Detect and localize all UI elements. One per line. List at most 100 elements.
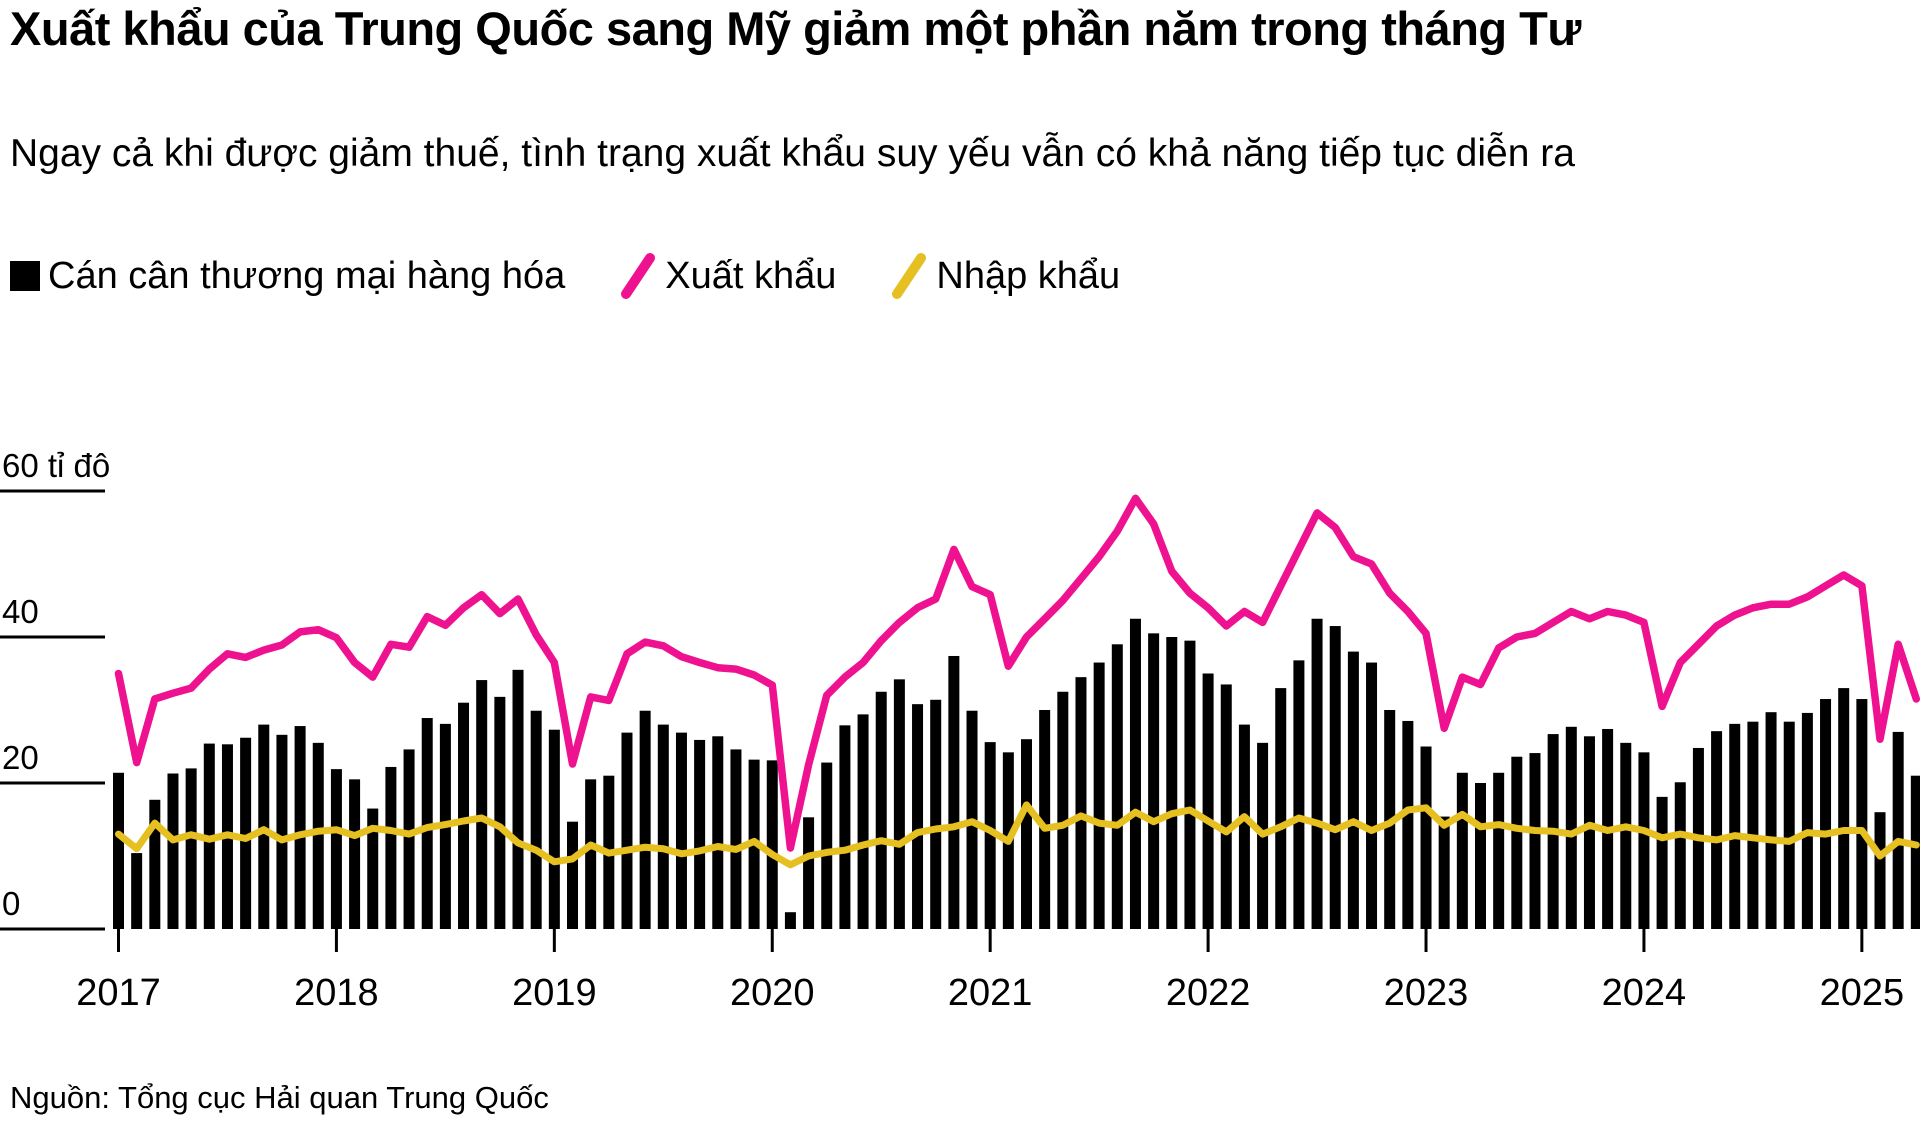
trade-balance-bar (1184, 640, 1196, 929)
trade-balance-bar (113, 772, 124, 929)
trade-balance-bar (1892, 731, 1904, 929)
trade-balance-bar (330, 769, 342, 929)
trade-balance-bar (875, 691, 887, 929)
trade-balance-bar (1093, 662, 1105, 929)
y-axis-tick-label: 60 tỉ đô (2, 447, 110, 484)
trade-balance-bar (276, 734, 288, 929)
trade-balance-bar (367, 808, 379, 929)
trade-balance-bar (1311, 618, 1323, 929)
trade-balance-bar (675, 732, 687, 929)
trade-balance-bar (312, 742, 324, 929)
trade-balance-bar (1438, 816, 1450, 929)
trade-balance-bar (1021, 739, 1032, 929)
trade-balance-bar (893, 679, 905, 929)
trade-balance-bar (1329, 626, 1341, 929)
trade-balance-bar (1366, 662, 1378, 929)
trade-balance-bar (657, 724, 669, 929)
trade-balance-bar (240, 737, 252, 929)
x-axis-year-label: 2022 (1166, 972, 1251, 1014)
trade-balance-bar (766, 760, 778, 929)
trade-balance-bar (530, 710, 542, 929)
trade-balance-bar (1475, 783, 1486, 929)
trade-balance-bar (1129, 618, 1141, 929)
trade-balance-bar (1583, 736, 1595, 929)
trade-balance-bar (458, 702, 470, 929)
legend-item-imports: Nhập khẩu (890, 252, 1120, 300)
trade-balance-bar (912, 704, 924, 929)
x-axis-year-label: 2017 (76, 972, 161, 1014)
trade-balance-bar (403, 749, 415, 929)
trade-balance-bar (712, 736, 724, 929)
legend-item-exports: Xuất khẩu (619, 252, 836, 300)
chart-title: Xuất khẩu của Trung Quốc sang Mỹ giảm mộ… (10, 2, 1581, 55)
trade-balance-bar (548, 729, 560, 929)
trade-balance-bar (1148, 633, 1160, 929)
trade-balance-bar (1656, 796, 1668, 929)
trade-balance-bar (1293, 660, 1305, 929)
trade-balance-bar (1402, 720, 1414, 929)
trade-balance-bar (1529, 753, 1541, 929)
trade-balance-bar (1275, 688, 1287, 929)
trade-balance-bar (930, 699, 942, 929)
x-axis-year-label: 2020 (730, 972, 815, 1014)
trade-balance-bar (984, 742, 996, 929)
trade-balance-bar (494, 696, 506, 929)
trade-balance-bar (1620, 742, 1632, 929)
trade-balance-bar (1238, 724, 1250, 929)
trade-balance-bar (385, 766, 397, 929)
trade-balance-bar (1838, 688, 1850, 929)
y-axis-tick-label: 0 (2, 885, 20, 922)
chart-subtitle: Ngay cả khi được giảm thuế, tình trạng x… (10, 132, 1575, 175)
trade-balance-bar (1711, 731, 1723, 929)
trade-balance-bar (167, 773, 179, 929)
x-axis-year-label: 2021 (948, 972, 1033, 1014)
trade-balance-bar (694, 739, 706, 929)
trade-balance-bar (1820, 699, 1832, 929)
trade-balance-bar (585, 779, 597, 929)
exports-line (114, 494, 1920, 852)
trade-balance-bar (1456, 772, 1468, 929)
trade-balance-bar (1493, 772, 1505, 929)
trade-balance-bar (1420, 746, 1432, 929)
trade-balance-bar (1747, 721, 1759, 929)
bar-swatch-icon (10, 261, 40, 291)
trade-balance-bar (1910, 775, 1920, 929)
trade-balance-bar (1565, 726, 1577, 929)
pink-slash-icon (621, 253, 656, 299)
trade-balance-bar (1801, 712, 1813, 929)
trade-balance-bar (1638, 752, 1650, 929)
trade-balance-bar (294, 726, 306, 929)
trade-balance-bar (476, 680, 488, 929)
trade-balance-bar (1674, 782, 1686, 929)
trade-balance-bar (784, 912, 796, 929)
source-note: Nguồn: Tổng cục Hải quan Trung Quốc (10, 1080, 549, 1115)
yellow-slash-icon (892, 253, 927, 299)
trade-balance-bar (1111, 644, 1123, 929)
trade-balance-bar (349, 779, 361, 929)
trade-balance-bar (567, 821, 578, 929)
trade-balance-bar (131, 853, 143, 929)
trade-balance-bar (639, 710, 651, 929)
y-axis-tick-label: 40 (2, 593, 39, 630)
trade-balance-bar (1511, 756, 1523, 929)
legend-label: Xuất khẩu (665, 254, 837, 297)
x-axis-year-label: 2024 (1602, 972, 1687, 1014)
trade-balance-bar (1075, 677, 1087, 929)
trade-balance-bar (149, 799, 161, 929)
trade-balance-bar (1166, 637, 1178, 929)
legend-item-trade-balance: Cán cân thương mại hàng hóa (10, 255, 565, 298)
x-axis-year-label: 2025 (1820, 972, 1905, 1014)
trade-balance-bar (512, 669, 524, 929)
trade-balance-bar (1783, 721, 1795, 929)
trade-balance-bar (730, 749, 742, 929)
trade-balance-bar (948, 655, 960, 929)
trade-balance-bar (1856, 699, 1868, 929)
imports-line (115, 801, 1920, 869)
y-axis-tick-label: 20 (2, 739, 39, 776)
x-axis-year-label: 2023 (1384, 972, 1469, 1014)
trade-balance-bar (1220, 684, 1232, 929)
legend-label: Nhập khẩu (936, 254, 1121, 297)
trade-balance-bar (1765, 712, 1777, 929)
